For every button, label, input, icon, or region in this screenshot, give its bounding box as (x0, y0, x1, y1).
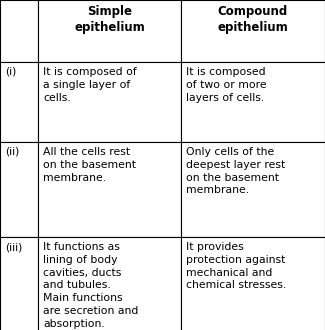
Bar (181, 237, 325, 330)
Text: (iii): (iii) (5, 242, 22, 252)
Text: It is composed
of two or more
layers of cells.: It is composed of two or more layers of … (186, 67, 266, 103)
Bar (38, 237, 181, 330)
Bar (0, 142, 38, 237)
Text: Simple
epithelium: Simple epithelium (74, 5, 145, 35)
Bar (0, 237, 38, 330)
Bar (181, 62, 325, 142)
Text: (i): (i) (5, 67, 16, 77)
Bar (38, 62, 181, 142)
Bar (181, 0, 325, 62)
Bar (38, 0, 181, 62)
Bar (181, 142, 325, 237)
Text: It is composed of
a single layer of
cells.: It is composed of a single layer of cell… (43, 67, 137, 103)
Text: Only cells of the
deepest layer rest
on the basement
membrane.: Only cells of the deepest layer rest on … (186, 147, 285, 195)
Text: It provides
protection against
mechanical and
chemical stresses.: It provides protection against mechanica… (186, 242, 286, 290)
Text: It functions as
lining of body
cavities, ducts
and tubules.
Main functions
are s: It functions as lining of body cavities,… (43, 242, 138, 329)
Text: All the cells rest
on the basement
membrane.: All the cells rest on the basement membr… (43, 147, 136, 182)
Bar (0, 62, 38, 142)
Bar (0, 0, 38, 62)
Bar (38, 142, 181, 237)
Text: Compound
epithelium: Compound epithelium (218, 5, 288, 35)
Text: (ii): (ii) (5, 147, 20, 157)
